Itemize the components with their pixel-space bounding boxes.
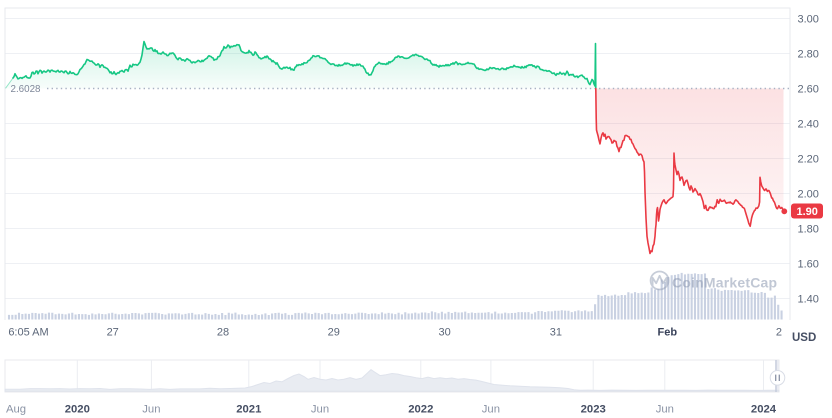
- svg-text:USD: USD: [792, 332, 816, 344]
- svg-text:6:05 AM: 6:05 AM: [8, 327, 48, 339]
- svg-text:2.60: 2.60: [798, 84, 819, 96]
- svg-text:2.6028: 2.6028: [11, 84, 42, 95]
- svg-text:30: 30: [438, 327, 450, 339]
- svg-text:Feb: Feb: [658, 327, 678, 339]
- svg-text:Jun: Jun: [482, 404, 500, 416]
- svg-text:2020: 2020: [65, 404, 90, 416]
- svg-text:1.80: 1.80: [798, 224, 819, 236]
- svg-text:Aug: Aug: [6, 404, 26, 416]
- svg-text:1.60: 1.60: [798, 259, 819, 271]
- svg-text:1.40: 1.40: [798, 294, 819, 306]
- svg-text:31: 31: [550, 327, 562, 339]
- svg-text:2023: 2023: [581, 404, 606, 416]
- svg-text:1.90: 1.90: [796, 206, 817, 218]
- svg-text:Jun: Jun: [311, 404, 329, 416]
- svg-text:2.00: 2.00: [798, 189, 819, 201]
- svg-text:3.00: 3.00: [798, 14, 819, 26]
- svg-text:2022: 2022: [408, 404, 433, 416]
- svg-text:Jun: Jun: [656, 404, 674, 416]
- svg-text:2: 2: [776, 327, 782, 339]
- svg-text:Jun: Jun: [142, 404, 160, 416]
- svg-text:28: 28: [217, 327, 229, 339]
- svg-text:2024: 2024: [751, 404, 777, 416]
- svg-text:29: 29: [328, 327, 340, 339]
- svg-text:2021: 2021: [236, 404, 261, 416]
- svg-text:2.80: 2.80: [798, 49, 819, 61]
- svg-text:2.20: 2.20: [798, 154, 819, 166]
- svg-text:27: 27: [107, 327, 119, 339]
- svg-text:2.40: 2.40: [798, 119, 819, 131]
- svg-text:CoinMarketCap: CoinMarketCap: [672, 275, 777, 291]
